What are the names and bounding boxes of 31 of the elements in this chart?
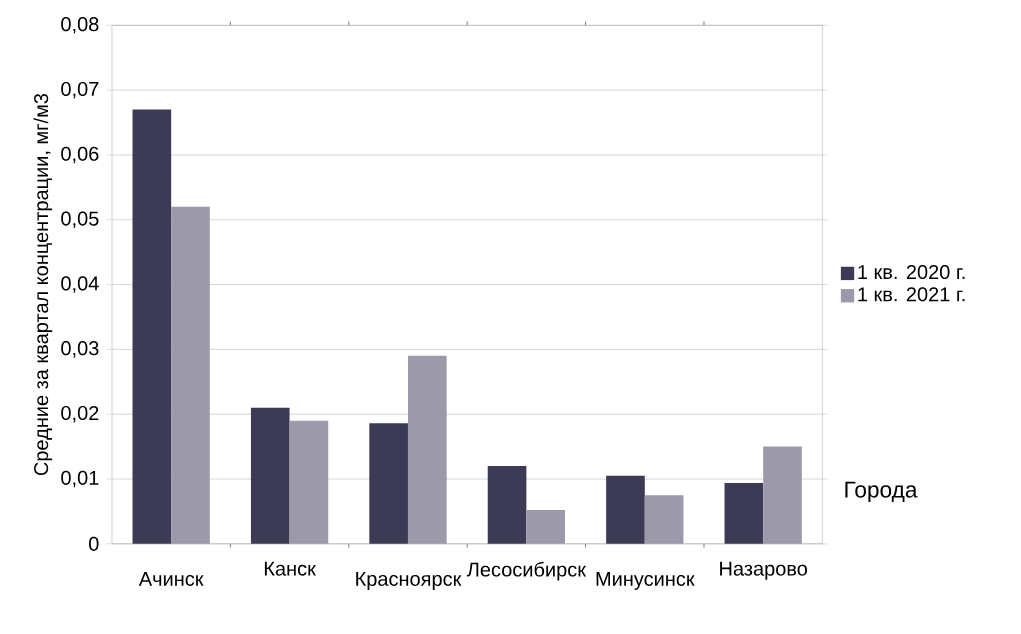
bar: [369, 423, 408, 544]
y-tick-label: 0,05: [61, 211, 99, 228]
y-tick-label: 0,03: [61, 340, 99, 358]
x-axis-title: Города: [845, 481, 918, 502]
legend-label: 1 кв. 2021 г.: [858, 287, 965, 302]
bar: [644, 494, 684, 544]
x-tick-label: Красноярск: [356, 571, 462, 590]
bar: [289, 420, 329, 544]
bar: [171, 206, 210, 544]
x-tick-label: Канск: [264, 561, 316, 576]
legend-label: 1 кв. 2020 г.: [858, 264, 965, 279]
x-tick-label: Минусинск: [596, 571, 695, 590]
x-tick-label: Ачинск: [138, 571, 204, 586]
bar: [407, 355, 447, 544]
bar: [487, 465, 527, 544]
y-tick-label: 0: [89, 536, 99, 551]
x-tick-label: Лесосибирск: [466, 561, 587, 581]
bar: [606, 475, 645, 544]
y-tick-label: 0,06: [61, 146, 99, 163]
bar: [250, 407, 290, 544]
y-tick-label: 0,08: [61, 16, 99, 34]
y-tick-label: 0,01: [61, 470, 99, 488]
y-tick-label: 0,02: [61, 405, 99, 423]
bar: [724, 482, 764, 544]
y-tick-label: 0,07: [61, 81, 99, 99]
y-tick-label: 0,04: [61, 276, 99, 293]
x-tick-label: Назарово: [720, 561, 808, 580]
bar: [132, 109, 172, 544]
bar: [763, 446, 802, 544]
bar: [526, 509, 566, 544]
y-axis-title: Средние за квартал концентрации, мг/м3: [33, 93, 53, 475]
